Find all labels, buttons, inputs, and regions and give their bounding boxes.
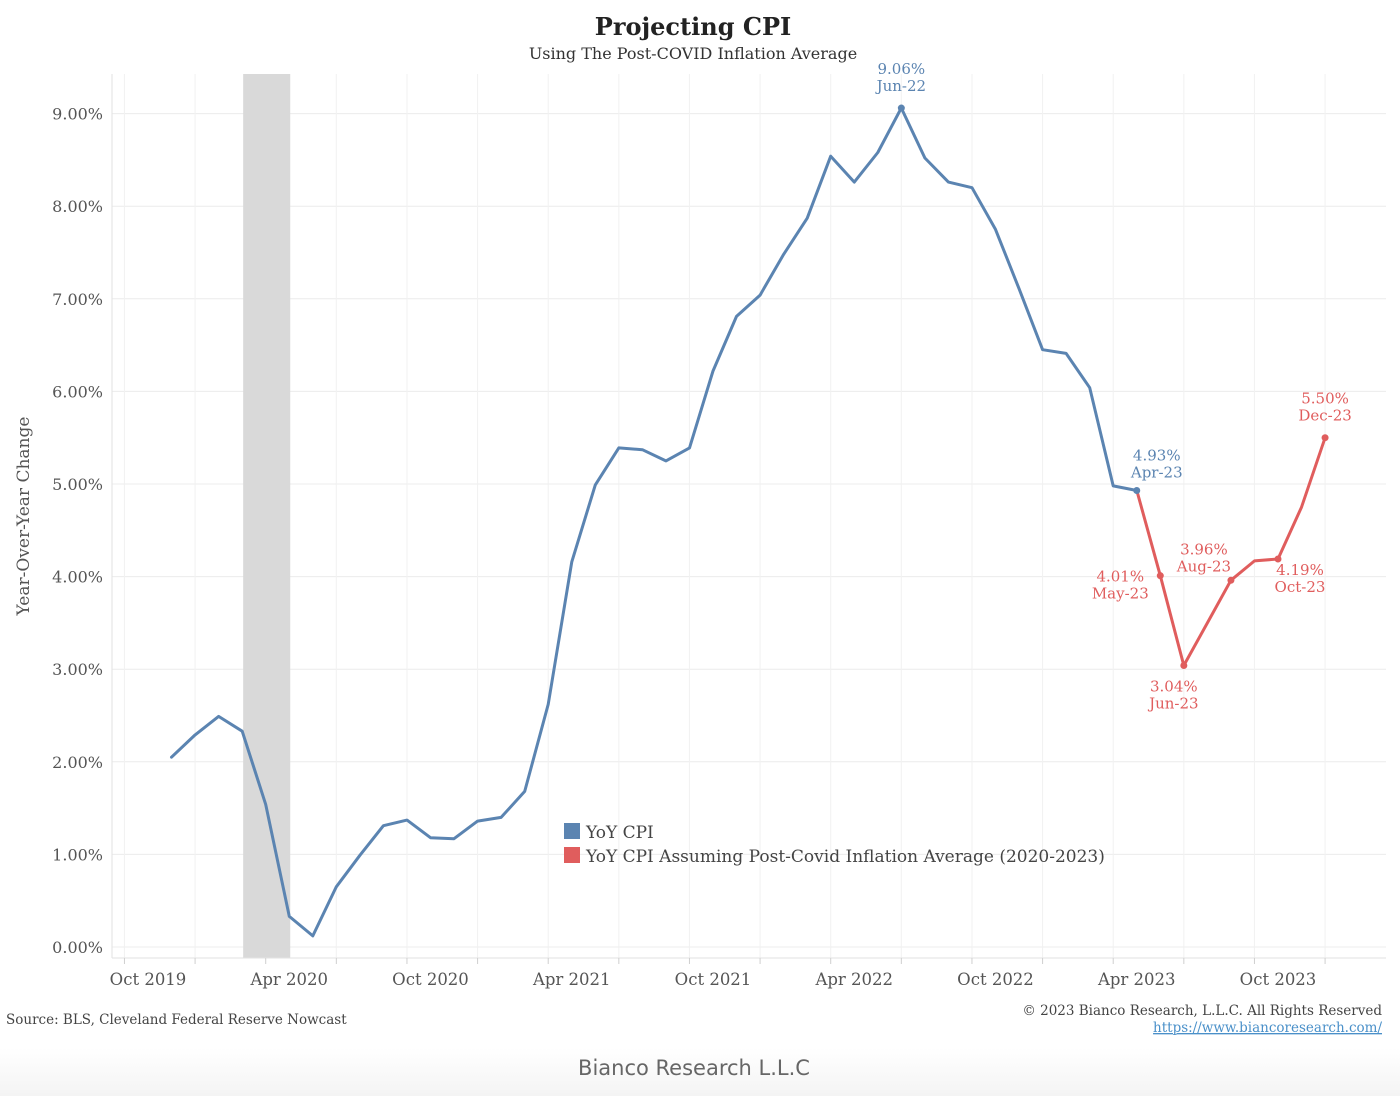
- y-tick-label: 2.00%: [52, 753, 103, 772]
- y-tick-label: 7.00%: [52, 290, 103, 309]
- annotation-value: 4.01%: [1096, 568, 1144, 586]
- annotated-point: [1180, 661, 1188, 669]
- annotation-date: May-23: [1092, 585, 1149, 603]
- annotation-layer: 9.06%Jun-22 4.93%Apr-23 4.01%May-23 3.04%Ju…: [875, 60, 1352, 712]
- x-tick-label: Oct 2023: [1240, 970, 1317, 989]
- band-layer: [243, 74, 291, 958]
- y-tick-label: 4.00%: [52, 568, 103, 587]
- y-tick-label: 8.00%: [52, 197, 103, 216]
- website-link[interactable]: https://www.biancoresearch.com/: [1153, 1020, 1382, 1036]
- annotation-date: Jun-23: [1147, 694, 1199, 712]
- x-tick-label: Oct 2020: [392, 970, 469, 989]
- annotation-date: Apr-23: [1130, 463, 1183, 481]
- source-note: Source: BLS, Cleveland Federal Reserve N…: [6, 1012, 347, 1028]
- plot-area: [112, 74, 1386, 958]
- annotated-point: [897, 104, 905, 112]
- y-tick-label: 0.00%: [52, 938, 103, 957]
- chart-subtitle: Using The Post-COVID Inflation Average: [529, 44, 857, 63]
- series-line-yoy-cpi: [170, 106, 1139, 938]
- footer-band: [0, 1048, 1400, 1096]
- annotation-value: 4.19%: [1276, 561, 1324, 579]
- y-tick-label: 9.00%: [52, 105, 103, 124]
- x-tick-label: Apr 2023: [1097, 970, 1176, 989]
- legend-swatch-projected: [564, 847, 580, 863]
- y-tick-label: 6.00%: [52, 382, 103, 401]
- copyright-note: © 2023 Bianco Research, L.L.C. All Right…: [1022, 1003, 1382, 1019]
- x-tick-label: Oct 2019: [110, 970, 187, 989]
- annotation-value: 3.04%: [1150, 677, 1198, 695]
- grid-layer: [112, 74, 1386, 958]
- annotated-point: [1321, 434, 1329, 442]
- annotation-value: 3.96%: [1180, 540, 1228, 558]
- chart-title: Projecting CPI: [595, 12, 791, 41]
- x-tick-label: Apr 2020: [249, 970, 328, 989]
- y-tick-label: 3.00%: [52, 660, 103, 679]
- legend: YoY CPI YoY CPI Assuming Post-Covid Infl…: [564, 823, 1105, 867]
- footer-brand: Bianco Research L.L.C: [578, 1056, 810, 1080]
- annotated-point: [1274, 555, 1282, 563]
- x-tick-label: Oct 2022: [957, 970, 1034, 989]
- annotation-date: Oct-23: [1275, 578, 1326, 596]
- annotation-value: 9.06%: [878, 60, 926, 78]
- x-tick-label: Apr 2021: [532, 970, 611, 989]
- axis-layer: 0.00% 1.00% 2.00% 3.00% 4.00% 5.00% 6.00% 7.00%…: [52, 74, 1386, 989]
- y-tick-label: 5.00%: [52, 475, 103, 494]
- x-tick-label: Oct 2021: [675, 970, 752, 989]
- annotation-date: Aug-23: [1176, 557, 1231, 575]
- annotation-value: 4.93%: [1133, 446, 1181, 464]
- annotation-date: Jun-22: [875, 77, 927, 95]
- legend-swatch-yoy-cpi: [564, 823, 580, 839]
- legend-label-projected: YoY CPI Assuming Post-Covid Inflation Av…: [585, 847, 1105, 867]
- annotation-date: Dec-23: [1298, 407, 1351, 425]
- annotated-point: [1156, 572, 1164, 580]
- x-tick-label: Apr 2022: [814, 970, 893, 989]
- annotated-point: [1227, 576, 1235, 584]
- annotated-point: [1133, 486, 1141, 494]
- y-tick-label: 1.00%: [52, 845, 103, 864]
- point-layer: [897, 104, 1329, 669]
- annotation-value: 5.50%: [1301, 390, 1349, 408]
- legend-label-yoy-cpi: YoY CPI: [585, 823, 654, 843]
- y-axis-label: Year-Over-Year Change: [14, 417, 34, 617]
- recession-shading: [243, 74, 291, 958]
